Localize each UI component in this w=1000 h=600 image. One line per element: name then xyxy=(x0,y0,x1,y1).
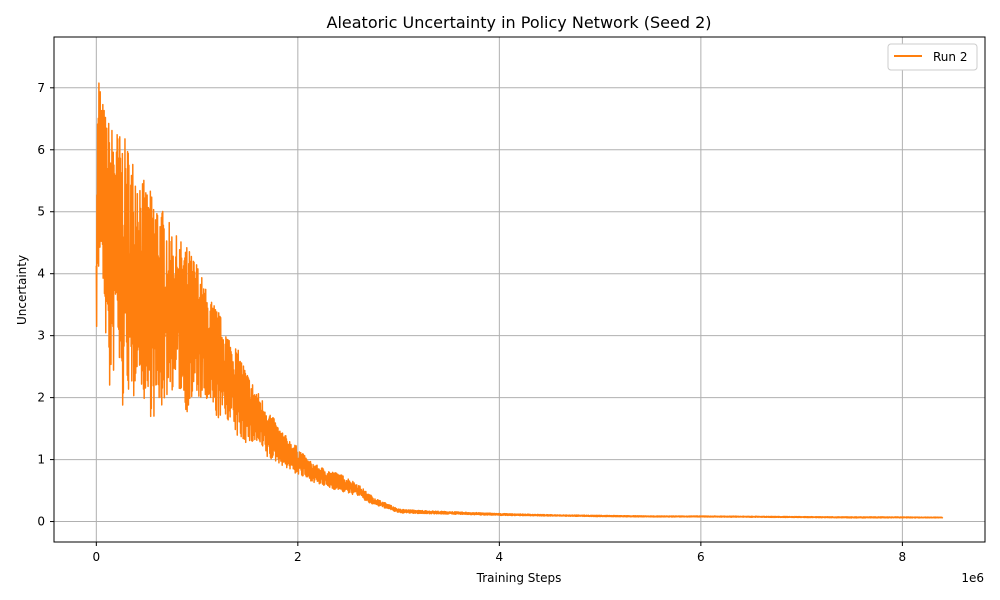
x-tick-label: 8 xyxy=(899,550,907,564)
x-axis-label: Training Steps xyxy=(476,571,562,585)
x-tick-label: 2 xyxy=(294,550,302,564)
legend: Run 2 xyxy=(887,43,978,71)
x-tick-label: 6 xyxy=(697,550,705,564)
y-tick-label: 0 xyxy=(37,515,45,529)
series-layer xyxy=(95,82,944,519)
x-axis-offset-label: 1e6 xyxy=(961,571,984,585)
y-tick-label: 2 xyxy=(37,391,45,405)
plot-frame xyxy=(53,36,986,543)
x-axis: 0 2 4 6 8 xyxy=(92,542,906,564)
y-tick-label: 6 xyxy=(37,143,45,157)
y-tick-label: 3 xyxy=(37,329,45,343)
y-tick-label: 1 xyxy=(37,453,45,467)
x-tick-label: 0 xyxy=(92,550,100,564)
chart-title: Aleatoric Uncertainty in Policy Network … xyxy=(327,13,712,32)
legend-box xyxy=(887,43,978,71)
y-axis: 0 1 2 3 4 5 6 7 xyxy=(37,81,54,529)
y-tick-label: 4 xyxy=(37,267,45,281)
grid xyxy=(54,37,985,542)
y-tick-label: 5 xyxy=(37,205,45,219)
legend-label: Run 2 xyxy=(933,50,967,64)
y-tick-label: 7 xyxy=(37,81,45,95)
series-line-run-2 xyxy=(95,82,944,519)
x-tick-label: 4 xyxy=(496,550,504,564)
y-axis-label: Uncertainty xyxy=(15,255,29,325)
